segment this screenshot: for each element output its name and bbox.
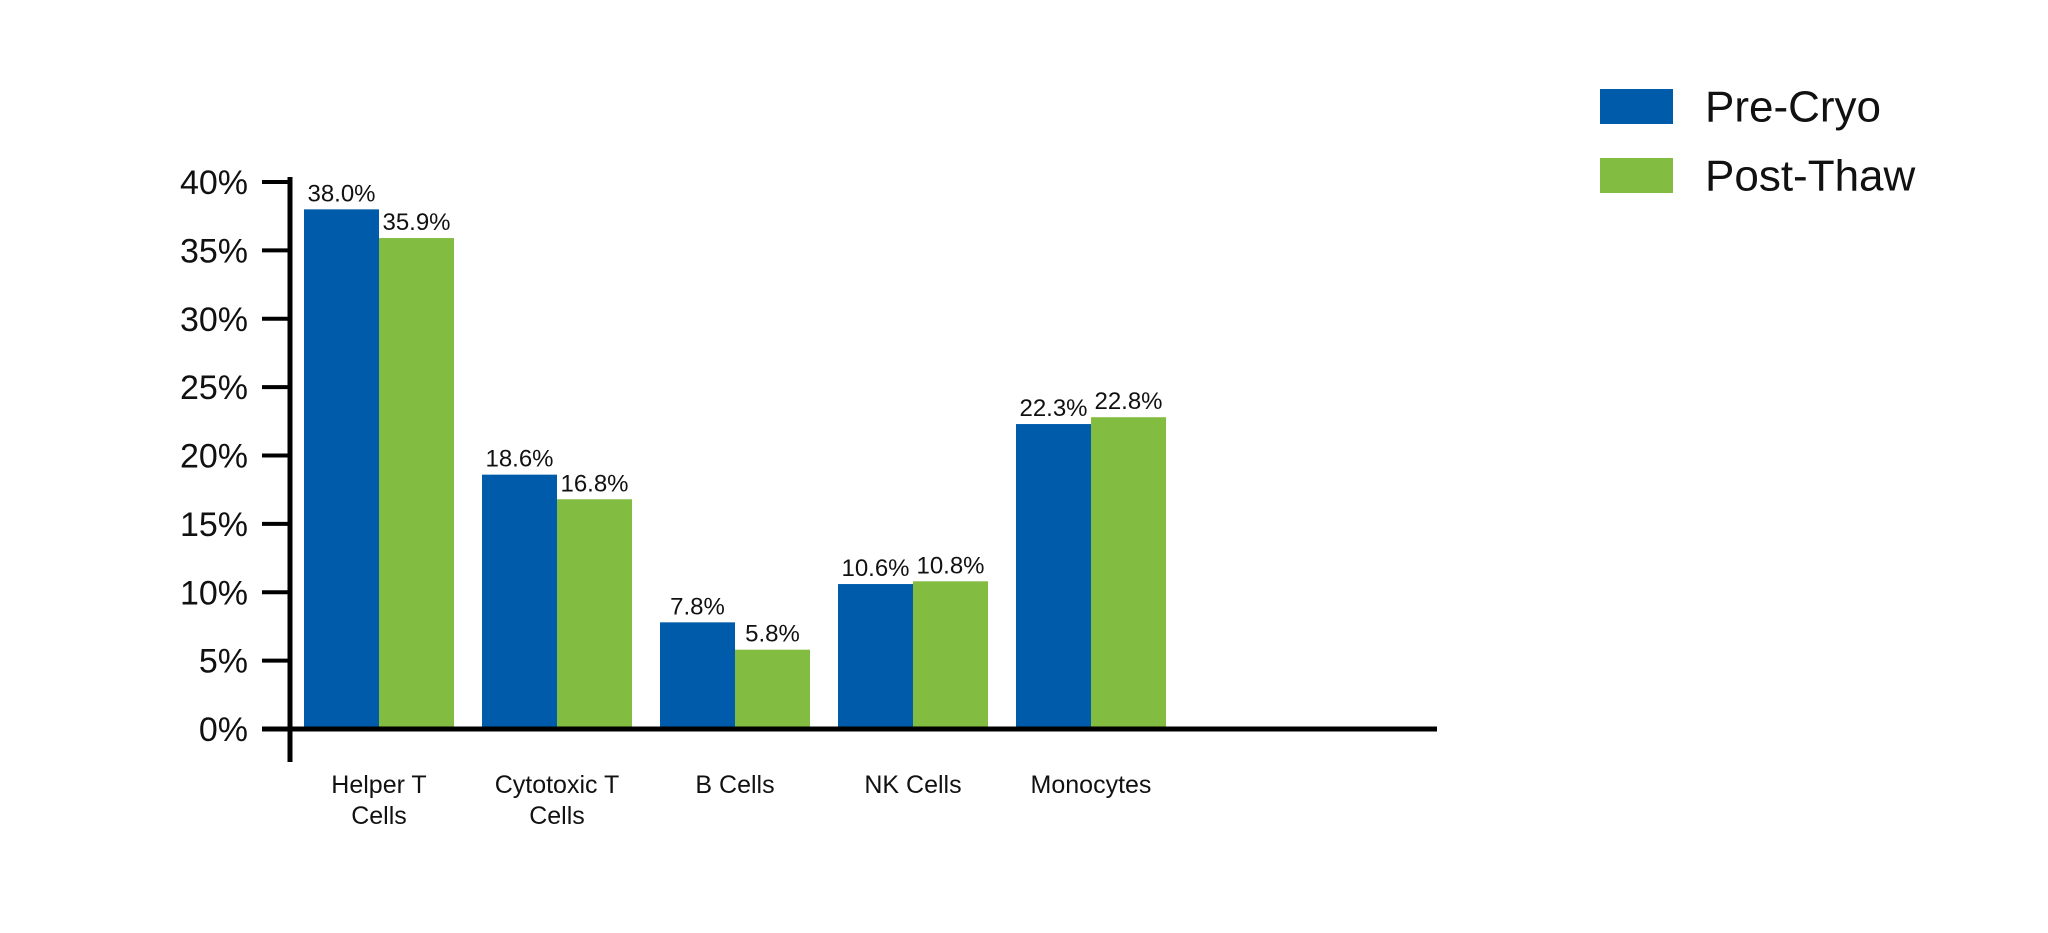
bar-pre-cryo-0	[304, 209, 379, 730]
value-label: 10.6%	[841, 555, 909, 582]
category-label: Cytotoxic T	[495, 771, 620, 799]
bar-post-thaw-3	[913, 581, 988, 729]
category-label: NK Cells	[864, 771, 961, 799]
y-tick-label: 10%	[180, 574, 248, 612]
bar-pre-cryo-1	[482, 474, 557, 729]
category-labels-group: Helper T Cells Cytotoxic T Cells B Cells NK C…	[331, 771, 1151, 830]
value-label: 35.9%	[382, 209, 450, 236]
y-tick-label: 20%	[180, 438, 248, 476]
value-label: 10.8%	[916, 552, 984, 579]
bars-group	[304, 209, 1166, 730]
y-tick-label: 35%	[180, 232, 248, 270]
legend-label: Post-Thaw	[1705, 152, 1916, 201]
category-label: B Cells	[695, 771, 774, 799]
value-label: 16.8%	[560, 470, 628, 497]
bar-post-thaw-1	[557, 499, 632, 729]
category-label: Cells	[351, 802, 407, 830]
legend-swatch-post-thaw	[1600, 158, 1673, 193]
y-tick-label: 15%	[180, 506, 248, 544]
value-label: 18.6%	[485, 446, 553, 473]
bar-post-thaw-2	[735, 649, 810, 729]
category-label: Monocytes	[1031, 771, 1152, 799]
value-label: 5.8%	[745, 621, 800, 648]
category-label: Cells	[529, 802, 585, 830]
y-tick-label: 5%	[199, 643, 248, 681]
value-labels-group: 38.0% 35.9% 18.6% 16.8% 7.8% 5.8% 10.6% 10.8% 22…	[307, 180, 1162, 647]
legend-label: Pre-Cryo	[1705, 83, 1881, 132]
category-label: Helper T	[331, 771, 426, 799]
value-label: 22.3%	[1019, 395, 1087, 422]
value-label: 38.0%	[307, 180, 375, 207]
y-tick-label: 25%	[180, 369, 248, 407]
legend-swatch-pre-cryo	[1600, 89, 1673, 124]
y-tick-label: 0%	[199, 711, 248, 749]
axes-group: 0% 5% 10% 15% 20% 25% 30% 35% 40%	[180, 164, 1437, 762]
bar-post-thaw-4	[1091, 417, 1166, 729]
bar-pre-cryo-2	[660, 622, 735, 729]
legend: Pre-Cryo Post-Thaw	[1600, 83, 1916, 201]
y-tick-label: 30%	[180, 301, 248, 339]
value-label: 22.8%	[1094, 388, 1162, 415]
bar-pre-cryo-4	[1016, 424, 1091, 729]
bar-pre-cryo-3	[838, 584, 913, 729]
y-tick-label: 40%	[180, 164, 248, 202]
value-label: 7.8%	[670, 593, 725, 620]
bar-post-thaw-0	[379, 238, 454, 729]
